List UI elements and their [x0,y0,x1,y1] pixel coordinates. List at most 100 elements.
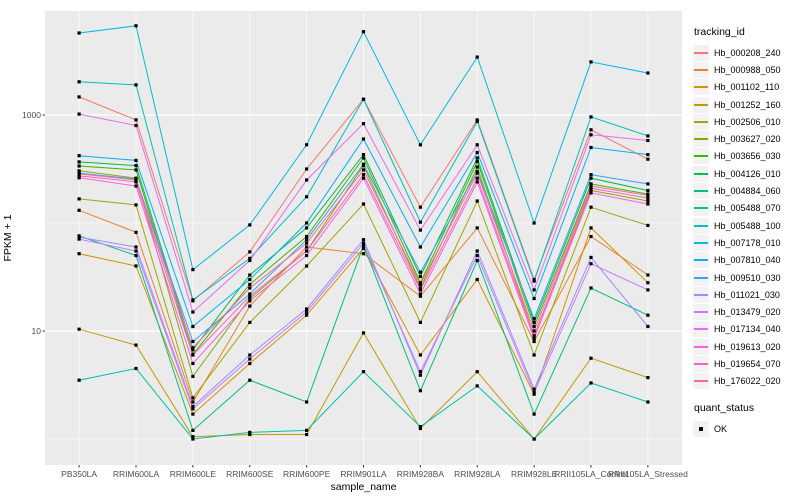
data-point[interactable] [77,174,81,178]
data-point[interactable] [589,188,593,193]
data-point[interactable] [248,256,252,260]
data-point[interactable] [646,193,650,197]
data-point[interactable] [475,171,479,175]
data-point[interactable] [248,223,252,227]
data-point[interactable] [418,320,422,324]
data-point[interactable] [418,353,422,357]
data-point[interactable] [361,238,366,242]
data-point[interactable] [646,400,650,404]
data-point[interactable] [418,282,422,286]
data-point[interactable] [248,432,252,437]
data-point[interactable] [305,226,309,230]
data-point[interactable] [134,83,138,87]
data-point[interactable] [305,143,309,147]
data-point[interactable] [361,137,366,141]
data-point[interactable] [134,158,138,162]
data-point[interactable] [589,176,593,180]
data-point[interactable] [305,310,309,314]
data-point[interactable] [77,235,81,239]
data-point[interactable] [191,396,195,400]
data-point[interactable] [589,184,593,188]
data-point[interactable] [589,145,593,150]
data-point[interactable] [361,168,366,172]
data-point[interactable] [475,165,479,169]
legend-entry[interactable]: Hb_001252_160 [693,96,799,113]
legend-entry[interactable]: Hb_013479_020 [693,303,799,321]
data-point[interactable] [646,188,650,193]
data-point[interactable] [248,282,252,286]
data-point[interactable] [305,428,309,432]
data-point[interactable] [305,167,309,171]
data-point[interactable] [361,246,366,251]
data-point[interactable] [532,317,536,321]
data-point[interactable] [305,400,309,404]
data-point[interactable] [646,182,650,186]
data-point[interactable] [77,197,81,201]
data-point[interactable] [475,180,479,184]
data-point[interactable] [77,237,81,241]
data-point[interactable] [248,258,252,263]
data-point[interactable] [191,374,195,378]
data-point[interactable] [77,252,81,256]
data-point[interactable] [475,249,479,253]
data-point[interactable] [418,292,422,296]
data-point[interactable] [646,71,650,75]
data-point[interactable] [191,298,195,302]
data-point[interactable] [646,196,650,200]
data-point[interactable] [77,112,81,116]
data-point[interactable] [532,437,536,441]
legend-entry[interactable]: Hb_005488_070 [693,200,799,217]
data-point[interactable] [77,154,81,158]
data-point[interactable] [248,430,252,434]
data-point[interactable] [134,184,138,188]
data-point[interactable] [418,220,422,224]
data-point[interactable] [191,428,195,432]
data-point[interactable] [361,370,366,374]
data-point[interactable] [475,258,479,263]
legend-entry[interactable]: Hb_005488_100 [693,217,799,234]
data-point[interactable] [305,178,309,182]
data-point[interactable] [532,412,536,416]
data-point[interactable] [475,370,479,374]
data-point[interactable] [361,30,366,34]
data-point[interactable] [305,432,309,437]
legend-entry[interactable]: Hb_019613_020 [693,338,799,355]
data-point[interactable] [191,353,195,357]
data-point[interactable] [646,281,650,285]
data-point[interactable] [532,329,536,333]
data-point[interactable] [646,199,650,203]
data-point[interactable] [532,353,536,357]
data-point[interactable] [361,241,366,245]
data-point[interactable] [77,208,81,212]
data-point[interactable] [134,264,138,268]
data-point[interactable] [475,143,479,147]
data-point[interactable] [532,390,536,394]
legend-entry[interactable]: Hb_002506_010 [693,113,799,130]
legend-entry[interactable]: Hb_007178_010 [693,234,799,251]
data-point[interactable] [77,176,81,180]
data-point[interactable] [134,343,138,347]
data-point[interactable] [418,370,422,374]
data-point[interactable] [134,123,138,128]
data-point[interactable] [532,392,536,396]
data-point[interactable] [305,221,309,225]
data-point[interactable] [475,156,479,160]
data-point[interactable] [248,357,252,361]
legend-entry[interactable]: Hb_007810_040 [693,252,799,269]
data-point[interactable] [134,180,138,184]
data-point[interactable] [248,296,252,301]
data-point[interactable] [191,268,195,272]
data-point[interactable] [646,288,650,292]
legend-entry[interactable]: Hb_000988_050 [693,61,799,78]
data-point[interactable] [191,412,195,416]
data-point[interactable] [361,252,366,256]
data-point[interactable] [77,164,81,168]
data-point[interactable] [305,253,309,258]
data-point[interactable] [361,156,366,160]
data-point[interactable] [589,226,593,230]
data-point[interactable] [475,253,479,258]
data-point[interactable] [191,437,195,441]
data-point[interactable] [191,324,195,329]
data-point[interactable] [134,245,138,249]
data-point[interactable] [418,228,422,232]
